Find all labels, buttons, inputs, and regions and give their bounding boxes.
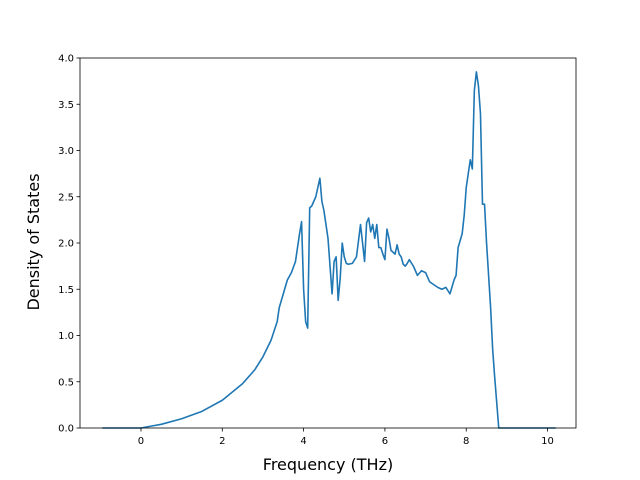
x-tick-label: 0 <box>138 436 144 447</box>
y-tick-label: 3.5 <box>58 100 74 111</box>
axes: 0 2 4 6 8 10 0.0 0.5 1.0 1.5 2.0 2.5 3.0 3.5 4.0 <box>58 54 577 447</box>
x-tick-label: 8 <box>463 436 469 447</box>
y-tick-label: 1.5 <box>58 285 74 296</box>
y-tick-label: 0.0 <box>58 424 74 435</box>
x-tick-label: 10 <box>541 436 554 447</box>
y-tick-label: 2.0 <box>58 239 74 250</box>
x-axis-label: Frequency (THz) <box>263 455 393 474</box>
y-tick-label: 1.0 <box>58 331 74 342</box>
x-tick-label: 6 <box>382 436 388 447</box>
y-axis-label: Density of States <box>24 173 43 310</box>
dos-line <box>102 71 556 429</box>
y-tick-label: 0.5 <box>58 377 74 388</box>
x-tick-label: 4 <box>300 436 306 447</box>
x-tick-label: 2 <box>219 436 225 447</box>
y-tick-label: 4.0 <box>58 54 74 65</box>
y-tick-label: 2.5 <box>58 192 74 203</box>
plot-area <box>102 71 556 429</box>
y-tick-label: 3.0 <box>58 146 74 157</box>
